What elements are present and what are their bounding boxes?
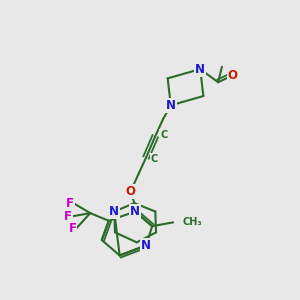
Text: F: F (66, 197, 74, 210)
Text: N: N (166, 99, 176, 112)
Text: N: N (195, 63, 205, 76)
Text: C: C (151, 154, 158, 164)
Text: N: N (141, 239, 151, 252)
Text: CH₃: CH₃ (182, 217, 202, 227)
Text: N: N (130, 205, 140, 218)
Text: C: C (160, 130, 167, 140)
Text: O: O (228, 69, 238, 82)
Text: O: O (125, 185, 136, 198)
Text: F: F (64, 210, 72, 223)
Text: N: N (109, 205, 119, 218)
Text: F: F (68, 222, 76, 235)
